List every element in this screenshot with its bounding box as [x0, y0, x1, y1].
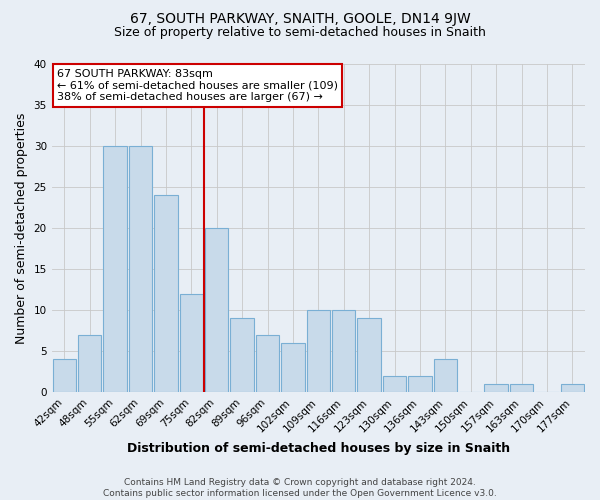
Bar: [205, 228, 229, 392]
Bar: [307, 310, 330, 392]
Bar: [484, 384, 508, 392]
Bar: [179, 294, 203, 392]
Text: Contains HM Land Registry data © Crown copyright and database right 2024.
Contai: Contains HM Land Registry data © Crown c…: [103, 478, 497, 498]
Bar: [332, 310, 355, 392]
Bar: [53, 359, 76, 392]
Bar: [510, 384, 533, 392]
Bar: [256, 334, 279, 392]
X-axis label: Distribution of semi-detached houses by size in Snaith: Distribution of semi-detached houses by …: [127, 442, 510, 455]
Text: 67, SOUTH PARKWAY, SNAITH, GOOLE, DN14 9JW: 67, SOUTH PARKWAY, SNAITH, GOOLE, DN14 9…: [130, 12, 470, 26]
Bar: [358, 318, 381, 392]
Bar: [78, 334, 101, 392]
Bar: [383, 376, 406, 392]
Bar: [103, 146, 127, 392]
Text: 67 SOUTH PARKWAY: 83sqm
← 61% of semi-detached houses are smaller (109)
38% of s: 67 SOUTH PARKWAY: 83sqm ← 61% of semi-de…: [57, 69, 338, 102]
Bar: [129, 146, 152, 392]
Bar: [154, 195, 178, 392]
Bar: [434, 359, 457, 392]
Bar: [408, 376, 431, 392]
Text: Size of property relative to semi-detached houses in Snaith: Size of property relative to semi-detach…: [114, 26, 486, 39]
Y-axis label: Number of semi-detached properties: Number of semi-detached properties: [15, 112, 28, 344]
Bar: [230, 318, 254, 392]
Bar: [281, 343, 305, 392]
Bar: [560, 384, 584, 392]
